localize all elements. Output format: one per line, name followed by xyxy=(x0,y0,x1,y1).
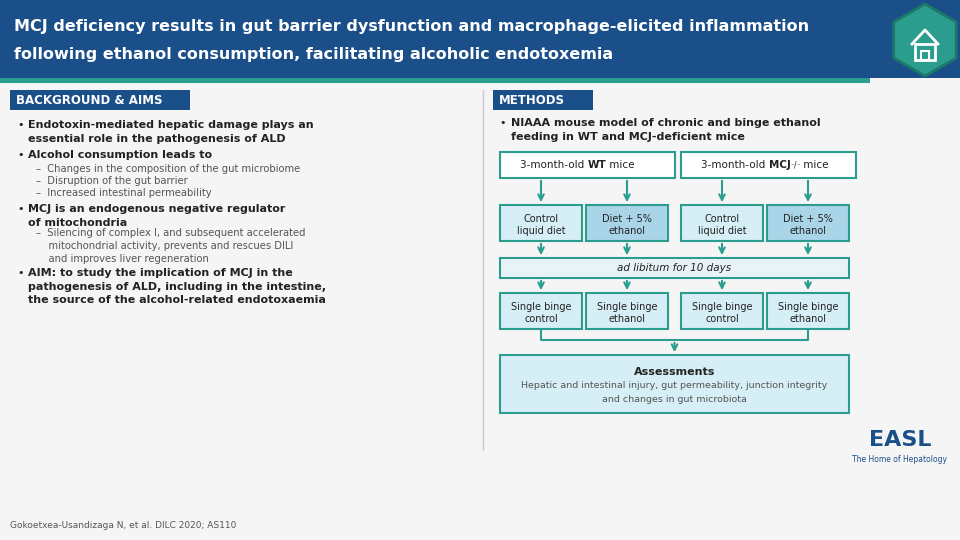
Text: Endotoxin-mediated hepatic damage plays an
essential role in the pathogenesis of: Endotoxin-mediated hepatic damage plays … xyxy=(28,120,314,144)
Text: MCJ is an endogenous negative regulator
of mitochondria: MCJ is an endogenous negative regulator … xyxy=(28,204,285,227)
Text: –  Silencing of complex I, and subsequent accelerated
    mitochondrial activity: – Silencing of complex I, and subsequent… xyxy=(36,228,305,265)
Text: •: • xyxy=(499,118,506,128)
Text: Control: Control xyxy=(705,214,739,224)
Polygon shape xyxy=(894,4,956,76)
Text: BACKGROUND & AIMS: BACKGROUND & AIMS xyxy=(16,93,162,106)
FancyBboxPatch shape xyxy=(500,205,582,241)
Text: MCJ: MCJ xyxy=(769,160,790,170)
FancyBboxPatch shape xyxy=(767,293,849,329)
Text: MCJ deficiency results in gut barrier dysfunction and macrophage-elicited inflam: MCJ deficiency results in gut barrier dy… xyxy=(14,18,809,33)
Text: METHODS: METHODS xyxy=(499,93,565,106)
Text: WT: WT xyxy=(588,160,607,170)
Text: 3-month-old: 3-month-old xyxy=(520,160,588,170)
Text: •: • xyxy=(17,150,23,160)
Text: mice: mice xyxy=(800,160,828,170)
Text: –  Disruption of the gut barrier: – Disruption of the gut barrier xyxy=(36,176,188,186)
FancyBboxPatch shape xyxy=(681,205,763,241)
Text: Single binge: Single binge xyxy=(692,302,753,312)
Text: AIM: to study the implication of MCJ in the
pathogenesis of ALD, including in th: AIM: to study the implication of MCJ in … xyxy=(28,268,326,305)
Text: ⁻/⁻: ⁻/⁻ xyxy=(790,160,802,170)
Text: Assessments: Assessments xyxy=(634,367,715,377)
FancyBboxPatch shape xyxy=(0,0,960,78)
Text: ethanol: ethanol xyxy=(789,314,827,324)
Text: NIAAA mouse model of chronic and binge ethanol
feeding in WT and MCJ-deficient m: NIAAA mouse model of chronic and binge e… xyxy=(511,118,821,141)
Text: ethanol: ethanol xyxy=(609,314,645,324)
FancyBboxPatch shape xyxy=(0,78,870,83)
Text: liquid diet: liquid diet xyxy=(516,226,565,236)
Text: control: control xyxy=(706,314,739,324)
Text: ethanol: ethanol xyxy=(789,226,827,236)
Text: Single binge: Single binge xyxy=(597,302,658,312)
Text: Alcohol consumption leads to: Alcohol consumption leads to xyxy=(28,150,212,160)
FancyBboxPatch shape xyxy=(500,152,675,178)
Text: Control: Control xyxy=(523,214,559,224)
Text: Single binge: Single binge xyxy=(778,302,838,312)
Text: –  Increased intestinal permeability: – Increased intestinal permeability xyxy=(36,188,211,198)
Text: EASL: EASL xyxy=(869,430,931,450)
Text: 3-month-old: 3-month-old xyxy=(701,160,769,170)
Text: •: • xyxy=(17,204,23,214)
Text: liquid diet: liquid diet xyxy=(698,226,746,236)
Text: Gokoetxea-Usandizaga N, et al. DILC 2020; AS110: Gokoetxea-Usandizaga N, et al. DILC 2020… xyxy=(10,521,236,530)
FancyBboxPatch shape xyxy=(586,205,668,241)
Text: and changes in gut microbiota: and changes in gut microbiota xyxy=(602,395,747,403)
Text: following ethanol consumption, facilitating alcoholic endotoxemia: following ethanol consumption, facilitat… xyxy=(14,48,613,63)
FancyBboxPatch shape xyxy=(500,258,849,278)
Text: The Home of Hepatology: The Home of Hepatology xyxy=(852,455,948,464)
Text: control: control xyxy=(524,314,558,324)
Text: mice: mice xyxy=(606,160,634,170)
Text: –  Changes in the composition of the gut microbiome: – Changes in the composition of the gut … xyxy=(36,164,300,174)
Text: Diet + 5%: Diet + 5% xyxy=(602,214,652,224)
FancyBboxPatch shape xyxy=(493,90,593,110)
Text: ad libitum for 10 days: ad libitum for 10 days xyxy=(617,263,732,273)
Text: •: • xyxy=(17,120,23,130)
FancyBboxPatch shape xyxy=(500,293,582,329)
FancyBboxPatch shape xyxy=(681,293,763,329)
Text: ethanol: ethanol xyxy=(609,226,645,236)
FancyBboxPatch shape xyxy=(586,293,668,329)
Text: •: • xyxy=(17,268,23,278)
FancyBboxPatch shape xyxy=(10,90,190,110)
FancyBboxPatch shape xyxy=(767,205,849,241)
Text: Diet + 5%: Diet + 5% xyxy=(783,214,833,224)
FancyBboxPatch shape xyxy=(500,355,849,413)
Text: Hepatic and intestinal injury, gut permeability, junction integrity: Hepatic and intestinal injury, gut perme… xyxy=(521,381,828,390)
Text: Single binge: Single binge xyxy=(511,302,571,312)
FancyBboxPatch shape xyxy=(681,152,856,178)
